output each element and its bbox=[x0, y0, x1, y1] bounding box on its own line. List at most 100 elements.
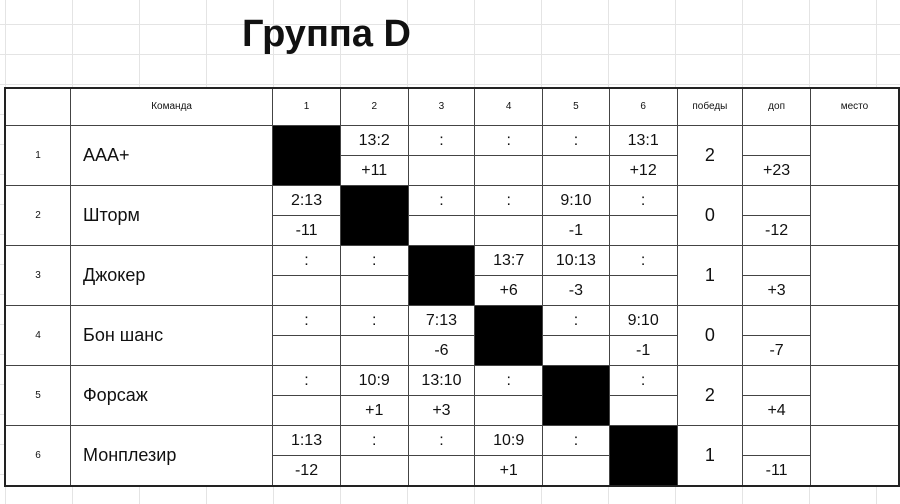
match-diff-cell[interactable]: -12 bbox=[272, 455, 341, 487]
wins-cell[interactable]: 1 bbox=[676, 245, 744, 306]
match-diff-cell[interactable] bbox=[608, 395, 678, 426]
match-diff-cell[interactable] bbox=[407, 215, 476, 246]
match-diff-cell[interactable]: -3 bbox=[542, 275, 610, 306]
match-diff-cell[interactable] bbox=[608, 215, 678, 246]
place-cell[interactable] bbox=[809, 185, 900, 246]
team-name-cell[interactable]: Монплезир bbox=[69, 425, 274, 487]
match-diff-cell[interactable]: +3 bbox=[407, 395, 476, 426]
match-diff-cell[interactable]: +1 bbox=[339, 395, 409, 426]
match-score-cell[interactable]: 10:13 bbox=[542, 245, 610, 276]
match-diff-cell[interactable] bbox=[474, 215, 544, 246]
match-score-cell[interactable]: : bbox=[542, 125, 610, 156]
extra-diff-cell[interactable]: +3 bbox=[742, 275, 811, 306]
match-diff-cell[interactable]: +1 bbox=[474, 455, 544, 487]
match-diff-cell[interactable] bbox=[542, 155, 610, 186]
row-number-cell[interactable]: 6 bbox=[4, 425, 71, 487]
row-number-cell[interactable]: 5 bbox=[4, 365, 71, 426]
team-name-cell[interactable]: ААА+ bbox=[69, 125, 274, 186]
header-col-4[interactable]: 4 bbox=[474, 87, 544, 126]
header-wins[interactable]: победы bbox=[676, 87, 744, 126]
match-score-cell[interactable]: 13:1 bbox=[608, 125, 678, 156]
match-score-cell[interactable]: : bbox=[407, 425, 476, 456]
match-score-cell[interactable]: : bbox=[339, 305, 409, 336]
team-name-cell[interactable]: Джокер bbox=[69, 245, 274, 306]
match-score-cell[interactable]: : bbox=[407, 185, 476, 216]
extra-diff-cell[interactable]: +4 bbox=[742, 395, 811, 426]
match-diff-cell[interactable] bbox=[474, 395, 544, 426]
diagonal-blocked-cell[interactable] bbox=[272, 125, 341, 186]
extra-top-cell[interactable] bbox=[742, 425, 811, 456]
match-score-cell[interactable]: 13:7 bbox=[474, 245, 544, 276]
match-diff-cell[interactable] bbox=[542, 455, 610, 487]
match-diff-cell[interactable] bbox=[272, 275, 341, 306]
match-score-cell[interactable]: : bbox=[608, 245, 678, 276]
match-diff-cell[interactable]: +11 bbox=[339, 155, 409, 186]
match-score-cell[interactable]: : bbox=[474, 185, 544, 216]
row-number-cell[interactable]: 3 bbox=[4, 245, 71, 306]
extra-diff-cell[interactable]: -12 bbox=[742, 215, 811, 246]
header-col-5[interactable]: 5 bbox=[542, 87, 610, 126]
match-score-cell[interactable]: 13:10 bbox=[407, 365, 476, 396]
header-place[interactable]: место bbox=[809, 87, 900, 126]
match-score-cell[interactable]: 2:13 bbox=[272, 185, 341, 216]
match-score-cell[interactable]: : bbox=[542, 425, 610, 456]
header-col-2[interactable]: 2 bbox=[339, 87, 409, 126]
diagonal-blocked-cell[interactable] bbox=[474, 305, 544, 366]
extra-diff-cell[interactable]: -7 bbox=[742, 335, 811, 366]
match-diff-cell[interactable] bbox=[474, 155, 544, 186]
wins-cell[interactable]: 2 bbox=[676, 365, 744, 426]
match-score-cell[interactable]: 10:9 bbox=[339, 365, 409, 396]
place-cell[interactable] bbox=[809, 125, 900, 186]
row-number-cell[interactable]: 1 bbox=[4, 125, 71, 186]
match-diff-cell[interactable] bbox=[407, 455, 476, 487]
match-score-cell[interactable]: : bbox=[339, 245, 409, 276]
header-col-1[interactable]: 1 bbox=[272, 87, 341, 126]
match-diff-cell[interactable] bbox=[608, 275, 678, 306]
header-col-6[interactable]: 6 bbox=[608, 87, 678, 126]
wins-cell[interactable]: 0 bbox=[676, 185, 744, 246]
match-diff-cell[interactable]: -1 bbox=[542, 215, 610, 246]
match-score-cell[interactable]: : bbox=[407, 125, 476, 156]
extra-top-cell[interactable] bbox=[742, 365, 811, 396]
extra-top-cell[interactable] bbox=[742, 305, 811, 336]
match-score-cell[interactable]: : bbox=[474, 125, 544, 156]
place-cell[interactable] bbox=[809, 305, 900, 366]
team-name-cell[interactable]: Бон шанс bbox=[69, 305, 274, 366]
match-diff-cell[interactable] bbox=[339, 455, 409, 487]
match-diff-cell[interactable] bbox=[272, 395, 341, 426]
team-name-cell[interactable]: Форсаж bbox=[69, 365, 274, 426]
diagonal-blocked-cell[interactable] bbox=[608, 425, 678, 487]
match-diff-cell[interactable] bbox=[407, 155, 476, 186]
match-score-cell[interactable]: : bbox=[272, 245, 341, 276]
match-diff-cell[interactable] bbox=[542, 335, 610, 366]
extra-top-cell[interactable] bbox=[742, 125, 811, 156]
match-score-cell[interactable]: 9:10 bbox=[608, 305, 678, 336]
match-score-cell[interactable]: : bbox=[272, 365, 341, 396]
place-cell[interactable] bbox=[809, 365, 900, 426]
extra-diff-cell[interactable]: -11 bbox=[742, 455, 811, 487]
header-corner-cell[interactable] bbox=[4, 87, 71, 126]
match-diff-cell[interactable]: +12 bbox=[608, 155, 678, 186]
wins-cell[interactable]: 1 bbox=[676, 425, 744, 487]
match-score-cell[interactable]: 13:2 bbox=[339, 125, 409, 156]
match-score-cell[interactable]: : bbox=[474, 365, 544, 396]
match-score-cell[interactable]: 9:10 bbox=[542, 185, 610, 216]
diagonal-blocked-cell[interactable] bbox=[407, 245, 476, 306]
header-team[interactable]: Команда bbox=[69, 87, 274, 126]
header-extra[interactable]: доп bbox=[742, 87, 811, 126]
team-name-cell[interactable]: Шторм bbox=[69, 185, 274, 246]
match-score-cell[interactable]: 10:9 bbox=[474, 425, 544, 456]
match-diff-cell[interactable]: +6 bbox=[474, 275, 544, 306]
wins-cell[interactable]: 2 bbox=[676, 125, 744, 186]
diagonal-blocked-cell[interactable] bbox=[339, 185, 409, 246]
match-score-cell[interactable]: : bbox=[272, 305, 341, 336]
match-diff-cell[interactable] bbox=[339, 275, 409, 306]
extra-diff-cell[interactable]: +23 bbox=[742, 155, 811, 186]
match-score-cell[interactable]: 7:13 bbox=[407, 305, 476, 336]
row-number-cell[interactable]: 4 bbox=[4, 305, 71, 366]
match-diff-cell[interactable]: -6 bbox=[407, 335, 476, 366]
match-diff-cell[interactable]: -11 bbox=[272, 215, 341, 246]
place-cell[interactable] bbox=[809, 425, 900, 487]
diagonal-blocked-cell[interactable] bbox=[542, 365, 610, 426]
extra-top-cell[interactable] bbox=[742, 245, 811, 276]
